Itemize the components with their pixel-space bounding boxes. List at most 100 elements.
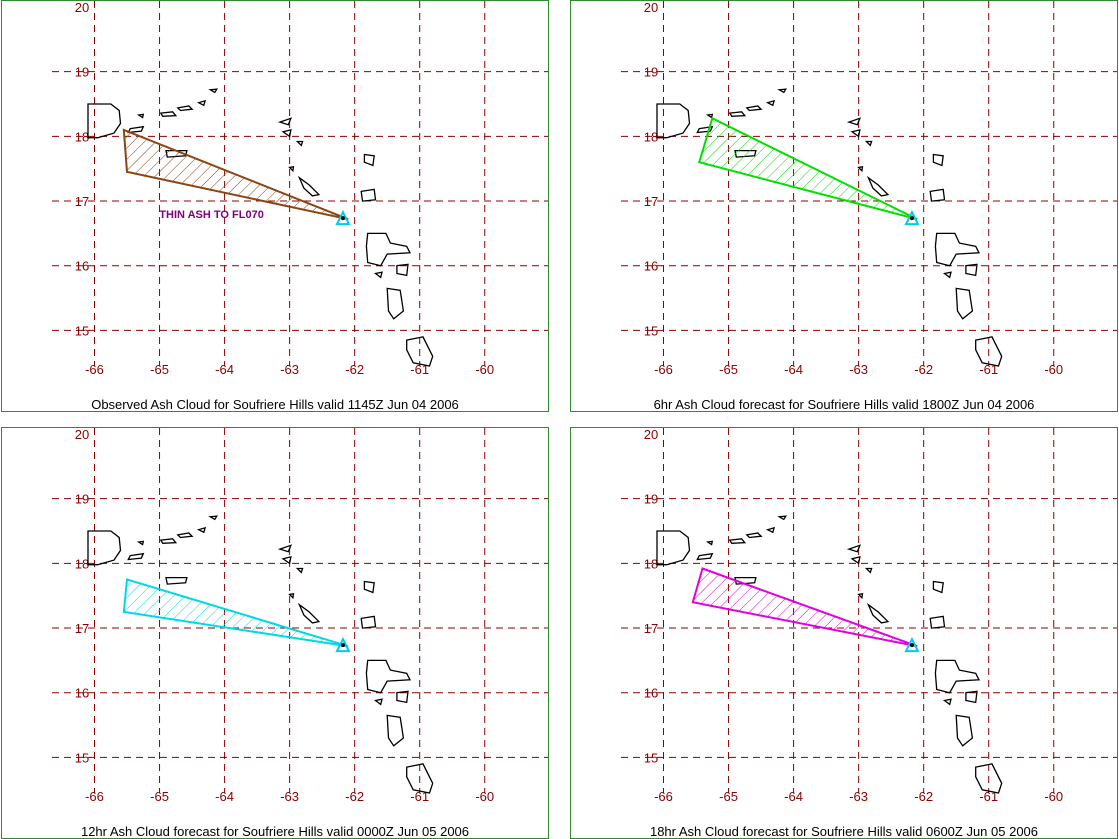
island-outline xyxy=(165,576,188,585)
island-outline xyxy=(745,105,763,112)
lon-tick-label: -60 xyxy=(1044,362,1063,377)
island-outline xyxy=(728,538,747,544)
island-outline xyxy=(696,552,714,561)
island-outline xyxy=(373,271,383,279)
lon-tick-label: -66 xyxy=(85,789,104,804)
lon-tick-label: -61 xyxy=(410,362,429,377)
panel-caption: 6hr Ash Cloud forecast for Soufriere Hil… xyxy=(653,397,1035,412)
island-outline xyxy=(159,111,178,117)
island-outline xyxy=(975,336,1003,367)
map-panel-observed: -66 -65 -64 -63 -62 -61 -60 20 19 18 17 16 15 THIN AS… xyxy=(1,0,549,412)
lon-tick-label: -66 xyxy=(85,362,104,377)
lon-tick-label: -62 xyxy=(914,362,933,377)
island-outline xyxy=(295,140,304,147)
island-outline xyxy=(365,659,412,694)
panel-caption: Observed Ash Cloud for Soufriere Hills v… xyxy=(91,397,459,412)
island-outline xyxy=(728,111,747,117)
island-outline xyxy=(932,153,944,167)
map-panel-6hr: -66 -65 -64 -63 -62 -61 -60 20 19 18 17 16 15 6hr As… xyxy=(570,0,1118,412)
island-outline xyxy=(365,232,412,267)
lat-tick-label: 19 xyxy=(644,65,658,80)
coastlines xyxy=(87,515,434,794)
island-outline xyxy=(87,530,122,566)
volcano-triangle-icon xyxy=(904,636,920,653)
volcano-triangle-icon xyxy=(335,636,351,653)
coastlines xyxy=(656,515,1003,794)
volcano-triangle-icon xyxy=(335,209,351,226)
lon-tick-label: -62 xyxy=(914,789,933,804)
lat-tick-label: 18 xyxy=(644,556,658,571)
island-outline xyxy=(373,698,383,706)
coastlines xyxy=(656,88,1003,367)
lon-tick-label: -63 xyxy=(849,789,868,804)
island-outline xyxy=(360,615,377,629)
island-outline xyxy=(281,129,292,138)
lat-tick-label: 18 xyxy=(75,129,89,144)
lon-tick-label: -65 xyxy=(719,789,738,804)
lon-tick-label: -61 xyxy=(410,789,429,804)
island-outline xyxy=(705,113,714,119)
island-outline xyxy=(159,538,178,544)
island-outline xyxy=(929,615,946,629)
lon-tick-label: -64 xyxy=(215,789,234,804)
map-panel-18hr: -66 -65 -64 -63 -62 -61 -60 20 19 18 17 16 15 18hr A… xyxy=(570,427,1118,839)
map-canvas: -66 -65 -64 -63 -62 -61 -60 20 19 18 17 16 15 xyxy=(621,428,1117,804)
island-outline xyxy=(934,232,981,267)
map-canvas: -66 -65 -64 -63 -62 -61 -60 20 19 18 17 16 15 THIN AS… xyxy=(52,1,548,377)
island-outline xyxy=(136,540,145,546)
island-outline xyxy=(955,287,974,320)
lat-tick-label: 16 xyxy=(644,259,658,274)
island-outline xyxy=(850,556,861,565)
island-outline xyxy=(846,544,862,553)
lat-tick-label: 17 xyxy=(644,621,658,636)
island-outline xyxy=(87,103,122,139)
island-outline xyxy=(656,103,691,139)
island-outline xyxy=(965,690,978,704)
island-outline xyxy=(932,580,944,594)
lon-tick-label: -60 xyxy=(475,362,494,377)
lat-lon-grid xyxy=(52,1,548,366)
island-outline xyxy=(136,113,145,119)
lon-tick-label: -60 xyxy=(1044,789,1063,804)
ash-height-annotation: THIN ASH TO FL070 xyxy=(159,209,264,221)
island-outline xyxy=(864,140,873,147)
lon-tick-label: -65 xyxy=(719,362,738,377)
lon-tick-label: -63 xyxy=(280,789,299,804)
lat-tick-label: 20 xyxy=(75,428,89,442)
island-outline xyxy=(277,544,293,553)
island-outline xyxy=(942,698,952,706)
island-outline xyxy=(705,540,714,546)
island-outline xyxy=(656,530,691,566)
island-outline xyxy=(396,263,409,277)
island-outline xyxy=(297,602,321,624)
ash-cloud-polygon xyxy=(122,578,349,648)
lat-tick-label: 17 xyxy=(75,621,89,636)
lon-tick-label: -65 xyxy=(150,362,169,377)
lat-tick-label: 16 xyxy=(644,686,658,701)
lon-tick-label: -62 xyxy=(345,789,364,804)
coastlines xyxy=(87,88,434,367)
island-outline xyxy=(955,714,974,747)
lon-tick-label: -65 xyxy=(150,789,169,804)
lon-tick-label: -64 xyxy=(784,362,803,377)
lat-lon-grid xyxy=(621,1,1117,366)
island-outline xyxy=(360,188,377,202)
island-outline xyxy=(363,580,375,594)
volcano-point xyxy=(909,643,914,648)
lat-tick-label: 20 xyxy=(75,1,89,15)
island-outline xyxy=(866,602,890,624)
island-outline xyxy=(176,105,194,112)
island-outline xyxy=(196,99,207,107)
island-outline xyxy=(406,336,434,367)
lat-tick-label: 15 xyxy=(75,750,89,765)
lon-tick-label: -63 xyxy=(280,362,299,377)
lon-tick-label: -66 xyxy=(654,362,673,377)
island-outline xyxy=(934,659,981,694)
island-outline xyxy=(277,117,293,126)
lat-tick-label: 19 xyxy=(644,492,658,507)
volcano-point xyxy=(340,216,345,221)
island-outline xyxy=(295,567,304,574)
lat-lon-grid xyxy=(621,428,1117,793)
island-outline xyxy=(176,532,194,539)
lat-tick-label: 16 xyxy=(75,259,89,274)
